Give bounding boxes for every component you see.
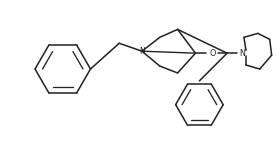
Text: O: O [209, 49, 216, 58]
Text: N: N [239, 49, 245, 58]
Text: N: N [139, 47, 145, 56]
